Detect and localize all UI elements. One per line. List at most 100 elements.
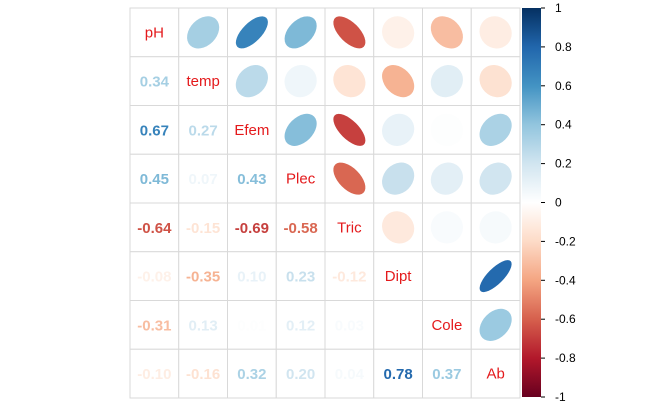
colorbar-tick-label: 0.8 [555, 40, 572, 54]
ellipse-pH-Plec [284, 16, 317, 49]
cell-Tric-Tric [324, 202, 375, 253]
cell-Ab-temp [178, 348, 228, 399]
ellipse-Plec-Cole [430, 162, 463, 195]
coef-label-Ab-temp: -0.16 [186, 366, 220, 383]
coef-label-Plec-Efem: 0.43 [237, 171, 266, 188]
colorbar-tick-label: -0.2 [555, 234, 576, 248]
colorbar-tick-label: 0 [555, 196, 562, 210]
coef-label-Dipt-pH: -0.08 [137, 269, 171, 286]
diagonal-label-Ab: Ab [486, 366, 504, 383]
correlation-matrix-grid: pH 0.34 temp 0.67 0.27 Efem 0.45 0.07 0.43 Plec -0… [129, 7, 521, 399]
coef-label-Ab-Cole: 0.37 [432, 366, 461, 383]
cell-Efem-pH [129, 105, 180, 155]
cell-Cole-Tric [324, 300, 375, 350]
diagonal-label-Cole: Cole [431, 317, 462, 334]
coef-label-Dipt-Tric: -0.12 [332, 269, 366, 286]
cell-Dipt-Efem [227, 251, 277, 301]
cell-Ab-Tric [324, 348, 375, 399]
coef-label-Tric-temp: -0.15 [186, 220, 220, 237]
ellipse-Plec-Tric [333, 162, 366, 195]
ellipse-temp-Ab [479, 65, 512, 98]
ellipse-Plec-Dipt [382, 162, 415, 195]
coef-label-Cole-Plec: 0.12 [286, 317, 315, 334]
colorbar-tick-label: -1 [555, 390, 566, 404]
ellipse-Dipt-Cole [430, 260, 463, 293]
coef-label-Plec-pH: 0.45 [140, 171, 169, 188]
cell-Dipt-temp [178, 251, 228, 301]
cell-Ab-Plec [275, 348, 326, 399]
cell-temp-Dipt [373, 56, 423, 106]
cell-Plec-Plec [275, 153, 326, 204]
ellipse-Efem-Ab [479, 113, 512, 146]
cell-Ab-Dipt [373, 348, 423, 399]
ellipse-Efem-Dipt [382, 113, 415, 146]
coef-label-Dipt-Plec: 0.23 [286, 269, 315, 286]
colorbar: 1 0.8 0.6 0.4 0.2 0 -0.2 -0.4 -0.6 -0.8 -1 [522, 1, 576, 404]
cell-pH-pH [129, 7, 180, 58]
cell-Plec-Efem [227, 153, 277, 204]
coef-label-Cole-Efem: 0.01 [237, 317, 266, 334]
cell-Cole-Efem [227, 300, 277, 350]
coef-label-Tric-pH: -0.64 [137, 220, 172, 237]
coef-label-Efem-temp: 0.27 [189, 122, 218, 139]
coef-label-Tric-Plec: -0.58 [284, 220, 318, 237]
cell-pH-Ab [470, 7, 521, 58]
ellipse-pH-Tric [333, 16, 366, 49]
ellipse-temp-Efem [235, 65, 268, 98]
ellipse-temp-Plec [284, 65, 317, 98]
ellipse-Efem-Plec [284, 113, 317, 146]
ellipse-Plec-Ab [479, 162, 512, 195]
ellipse-temp-Cole [430, 65, 463, 98]
cell-Dipt-Tric [324, 251, 375, 301]
coef-label-Efem-pH: 0.67 [140, 122, 169, 139]
coef-label-Ab-Efem: 0.32 [237, 366, 266, 383]
ellipse-Tric-Cole [430, 211, 463, 244]
cell-Ab-pH [129, 348, 180, 399]
colorbar-tick-label: 0.4 [555, 118, 572, 132]
ellipse-pH-Efem [235, 16, 268, 49]
cell-Efem-Dipt [373, 105, 423, 155]
ellipse-Efem-Cole [430, 113, 463, 146]
cell-Tric-Plec [275, 202, 326, 253]
cell-temp-temp [178, 56, 228, 106]
colorbar-tick-label: -0.6 [555, 312, 576, 326]
coef-label-Ab-pH: -0.10 [137, 366, 171, 383]
coef-label-Dipt-temp: -0.35 [186, 269, 220, 286]
coef-label-Plec-temp: 0.07 [189, 171, 218, 188]
ellipse-temp-Dipt [382, 65, 415, 98]
ellipse-pH-temp [187, 16, 220, 49]
ellipse-Tric-Ab [479, 211, 512, 244]
coef-label-Ab-Dipt: 0.78 [384, 366, 413, 383]
diagonal-label-temp: temp [186, 73, 219, 90]
coef-label-Cole-temp: 0.13 [189, 317, 218, 334]
ellipse-pH-Ab [479, 16, 512, 49]
diagonal-label-pH: pH [145, 24, 164, 41]
diagonal-label-Dipt: Dipt [385, 268, 413, 285]
ellipse-pH-Cole [430, 16, 463, 49]
cell-Cole-temp [178, 300, 228, 350]
diagonal-label-Plec: Plec [286, 171, 316, 188]
diagonal-label-Tric: Tric [337, 219, 362, 236]
ellipse-Efem-Tric [333, 113, 366, 146]
cell-Tric-Cole [422, 202, 472, 253]
cell-Efem-temp [178, 105, 228, 155]
cell-Cole-Cole [422, 300, 472, 350]
coef-label-Ab-Plec: 0.20 [286, 366, 315, 383]
ellipse-pH-Dipt [382, 16, 415, 49]
colorbar-gradient [522, 8, 541, 397]
colorbar-tick-label: 0.2 [555, 157, 572, 171]
coef-label-Cole-Tric: 0.03 [335, 317, 364, 334]
cell-Cole-Dipt [373, 300, 423, 350]
colorbar-tick-label: 0.6 [555, 79, 572, 93]
coef-label-Tric-Efem: -0.69 [235, 220, 269, 237]
diagonal-label-Efem: Efem [234, 122, 269, 139]
coef-label-Ab-Tric: 0.04 [335, 366, 365, 383]
coef-label-temp-pH: 0.34 [140, 74, 170, 91]
coef-label-Dipt-Efem: 0.10 [237, 269, 266, 286]
ellipse-temp-Tric [333, 65, 366, 98]
cell-Ab-Cole [422, 348, 472, 399]
cell-Dipt-Dipt [373, 251, 423, 301]
ellipse-Tric-Dipt [382, 211, 415, 244]
colorbar-tick-label: -0.8 [555, 351, 576, 365]
